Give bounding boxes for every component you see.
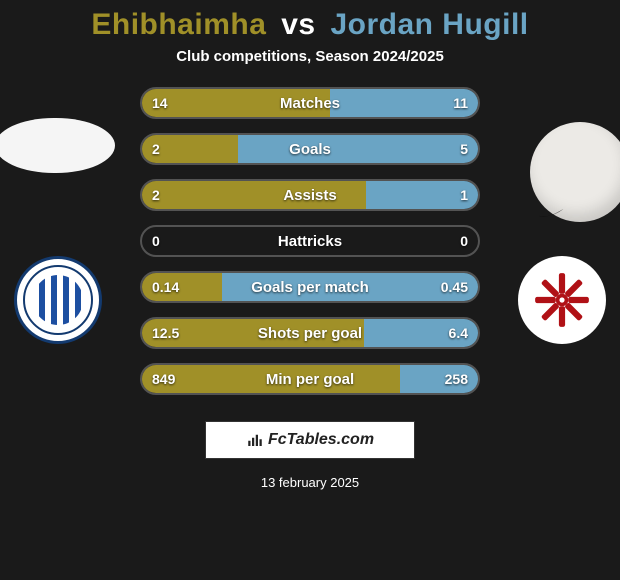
- date-text: 13 february 2025: [0, 475, 620, 490]
- bar-right: [364, 319, 478, 347]
- stat-row: Goals25: [140, 133, 480, 165]
- stat-value-right: 0: [450, 227, 478, 255]
- bar-left: [142, 135, 238, 163]
- bar-chart-icon: [246, 431, 264, 449]
- brand-prefix: Fc: [268, 431, 287, 448]
- bar-left: [142, 273, 222, 301]
- bar-right: [366, 181, 478, 209]
- brand-suffix: Tables.com: [287, 431, 374, 448]
- bar-left: [142, 319, 364, 347]
- bar-right: [222, 273, 478, 301]
- stats-list: Matches1411 Goals25 Assists21 Hattricks0 0 Go…: [140, 87, 480, 395]
- club2-crest: [518, 256, 606, 344]
- vs-separator: vs: [281, 8, 315, 41]
- stat-row: Goals per match0.140.45: [140, 271, 480, 303]
- comparison-card: Ehibhaimha vs Jordan Hugill Club competi…: [0, 0, 620, 580]
- brand-badge: FcTables.com: [205, 421, 415, 459]
- player2-photo-placeholder: [530, 122, 620, 222]
- stat-label: Hattricks: [142, 227, 478, 255]
- bar-left: [142, 89, 330, 117]
- bar-right: [330, 89, 478, 117]
- stat-row: Shots per goal12.56.4: [140, 317, 480, 349]
- swoosh-icon: [536, 206, 566, 220]
- player1-photo-placeholder: [0, 118, 115, 173]
- player1-name: Ehibhaimha: [91, 8, 266, 41]
- stat-row: Min per goal849258: [140, 363, 480, 395]
- subtitle: Club competitions, Season 2024/2025: [0, 48, 620, 65]
- stat-row: Matches1411: [140, 87, 480, 119]
- player2-name: Jordan Hugill: [330, 8, 528, 41]
- stat-row: Assists21: [140, 179, 480, 211]
- bar-right: [400, 365, 478, 393]
- page-title: Ehibhaimha vs Jordan Hugill: [0, 8, 620, 42]
- bar-right: [238, 135, 478, 163]
- club1-crest: [14, 256, 102, 344]
- bar-left: [142, 181, 366, 209]
- bar-left: [142, 365, 400, 393]
- stat-value-left: 0: [142, 227, 170, 255]
- stat-row: Hattricks0 0: [140, 225, 480, 257]
